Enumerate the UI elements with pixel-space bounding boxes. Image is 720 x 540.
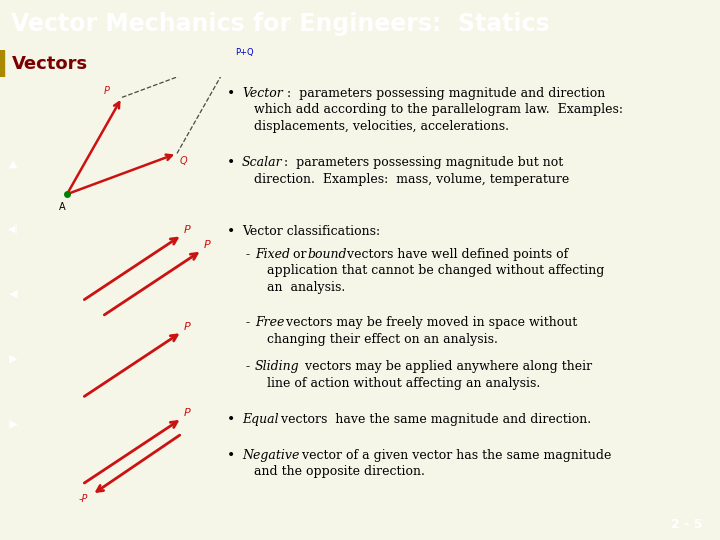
Text: -P: -P [79, 494, 89, 504]
Text: •: • [227, 87, 235, 101]
Text: vectors have well defined points of: vectors have well defined points of [343, 248, 568, 261]
Text: direction.  Examples:  mass, volume, temperature: direction. Examples: mass, volume, tempe… [254, 173, 570, 186]
Text: P+Q: P+Q [235, 48, 253, 57]
Text: Vector classifications:: Vector classifications: [242, 225, 380, 238]
Text: •: • [227, 157, 235, 171]
Text: changing their effect on an analysis.: changing their effect on an analysis. [267, 333, 498, 346]
Text: •: • [227, 225, 235, 239]
Text: •: • [227, 449, 235, 463]
Text: 2 - 5: 2 - 5 [670, 518, 702, 531]
Text: vector of a given vector has the same magnitude: vector of a given vector has the same ma… [298, 449, 611, 462]
Text: Equal: Equal [242, 413, 279, 426]
Text: bound: bound [307, 248, 346, 261]
Text: Negative: Negative [242, 449, 300, 462]
Text: |▶: |▶ [8, 418, 19, 429]
Text: displacements, velocities, accelerations.: displacements, velocities, accelerations… [254, 120, 509, 133]
Text: P: P [184, 408, 191, 418]
Text: Sliding: Sliding [255, 360, 300, 373]
Text: -: - [245, 248, 249, 261]
Text: vectors may be applied anywhere along their: vectors may be applied anywhere along th… [301, 360, 592, 373]
Text: Vector Mechanics for Engineers:  Statics: Vector Mechanics for Engineers: Statics [11, 12, 549, 36]
Bar [0, 50, 4, 77]
Text: P: P [184, 225, 191, 235]
Text: application that cannot be changed without affecting: application that cannot be changed witho… [267, 265, 604, 278]
Text: -: - [245, 316, 249, 329]
Text: Fixed: Fixed [255, 248, 290, 261]
Text: which add according to the parallelogram law.  Examples:: which add according to the parallelogram… [254, 104, 623, 117]
Text: A: A [59, 202, 66, 212]
Text: an  analysis.: an analysis. [267, 281, 346, 294]
Text: line of action without affecting an analysis.: line of action without affecting an anal… [267, 376, 540, 389]
Text: •: • [227, 413, 235, 427]
Text: -: - [245, 360, 249, 373]
Text: Vectors: Vectors [12, 55, 88, 73]
Text: ▲: ▲ [9, 159, 18, 168]
Text: and the opposite direction.: and the opposite direction. [254, 465, 425, 478]
Text: ◀|: ◀| [8, 224, 19, 234]
Text: :  parameters possessing magnitude but not: : parameters possessing magnitude but no… [284, 157, 563, 170]
Text: P: P [104, 86, 110, 96]
Text: P: P [204, 240, 211, 250]
Text: ▶: ▶ [9, 354, 18, 363]
Text: Vector: Vector [242, 87, 283, 100]
Text: or: or [289, 248, 310, 261]
Text: Scalar: Scalar [242, 157, 283, 170]
Text: ◀: ◀ [9, 288, 18, 299]
Text: vectors  have the same magnitude and direction.: vectors have the same magnitude and dire… [277, 413, 591, 426]
Text: P: P [184, 322, 191, 332]
Text: vectors may be freely moved in space without: vectors may be freely moved in space wit… [282, 316, 577, 329]
Text: Q: Q [180, 156, 188, 166]
Text: Free: Free [255, 316, 284, 329]
Text: :  parameters possessing magnitude and direction: : parameters possessing magnitude and di… [287, 87, 606, 100]
